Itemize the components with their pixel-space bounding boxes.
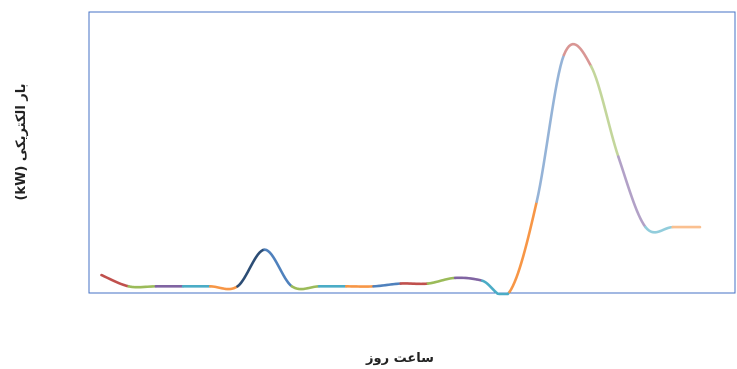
series-line-segment-14 bbox=[482, 281, 509, 294]
series-line-segment-19 bbox=[618, 157, 645, 228]
series-line-segment-20 bbox=[646, 227, 673, 232]
series-line-segment-7 bbox=[292, 286, 319, 289]
x-axis-label: ساعت روز bbox=[365, 351, 434, 366]
series-line-segment-15 bbox=[510, 202, 537, 292]
series-line-segment-1 bbox=[129, 286, 156, 287]
series-line-segment-10 bbox=[374, 284, 401, 287]
series-line-segment-6 bbox=[265, 250, 292, 287]
series-line-segment-5 bbox=[238, 250, 265, 287]
series-line-segment-12 bbox=[428, 278, 455, 284]
series-line-segment-13 bbox=[455, 278, 482, 281]
series-line-segment-0 bbox=[102, 275, 129, 286]
series-line-segment-4 bbox=[210, 286, 237, 289]
series-line-segment-18 bbox=[591, 66, 618, 156]
y-axis-label: بار الکتریکی (kW) bbox=[14, 83, 29, 200]
plot-area-frame bbox=[89, 12, 735, 293]
series-layer bbox=[102, 44, 700, 294]
series-line-segment-16 bbox=[537, 55, 564, 202]
series-line-segment-17 bbox=[564, 44, 591, 66]
